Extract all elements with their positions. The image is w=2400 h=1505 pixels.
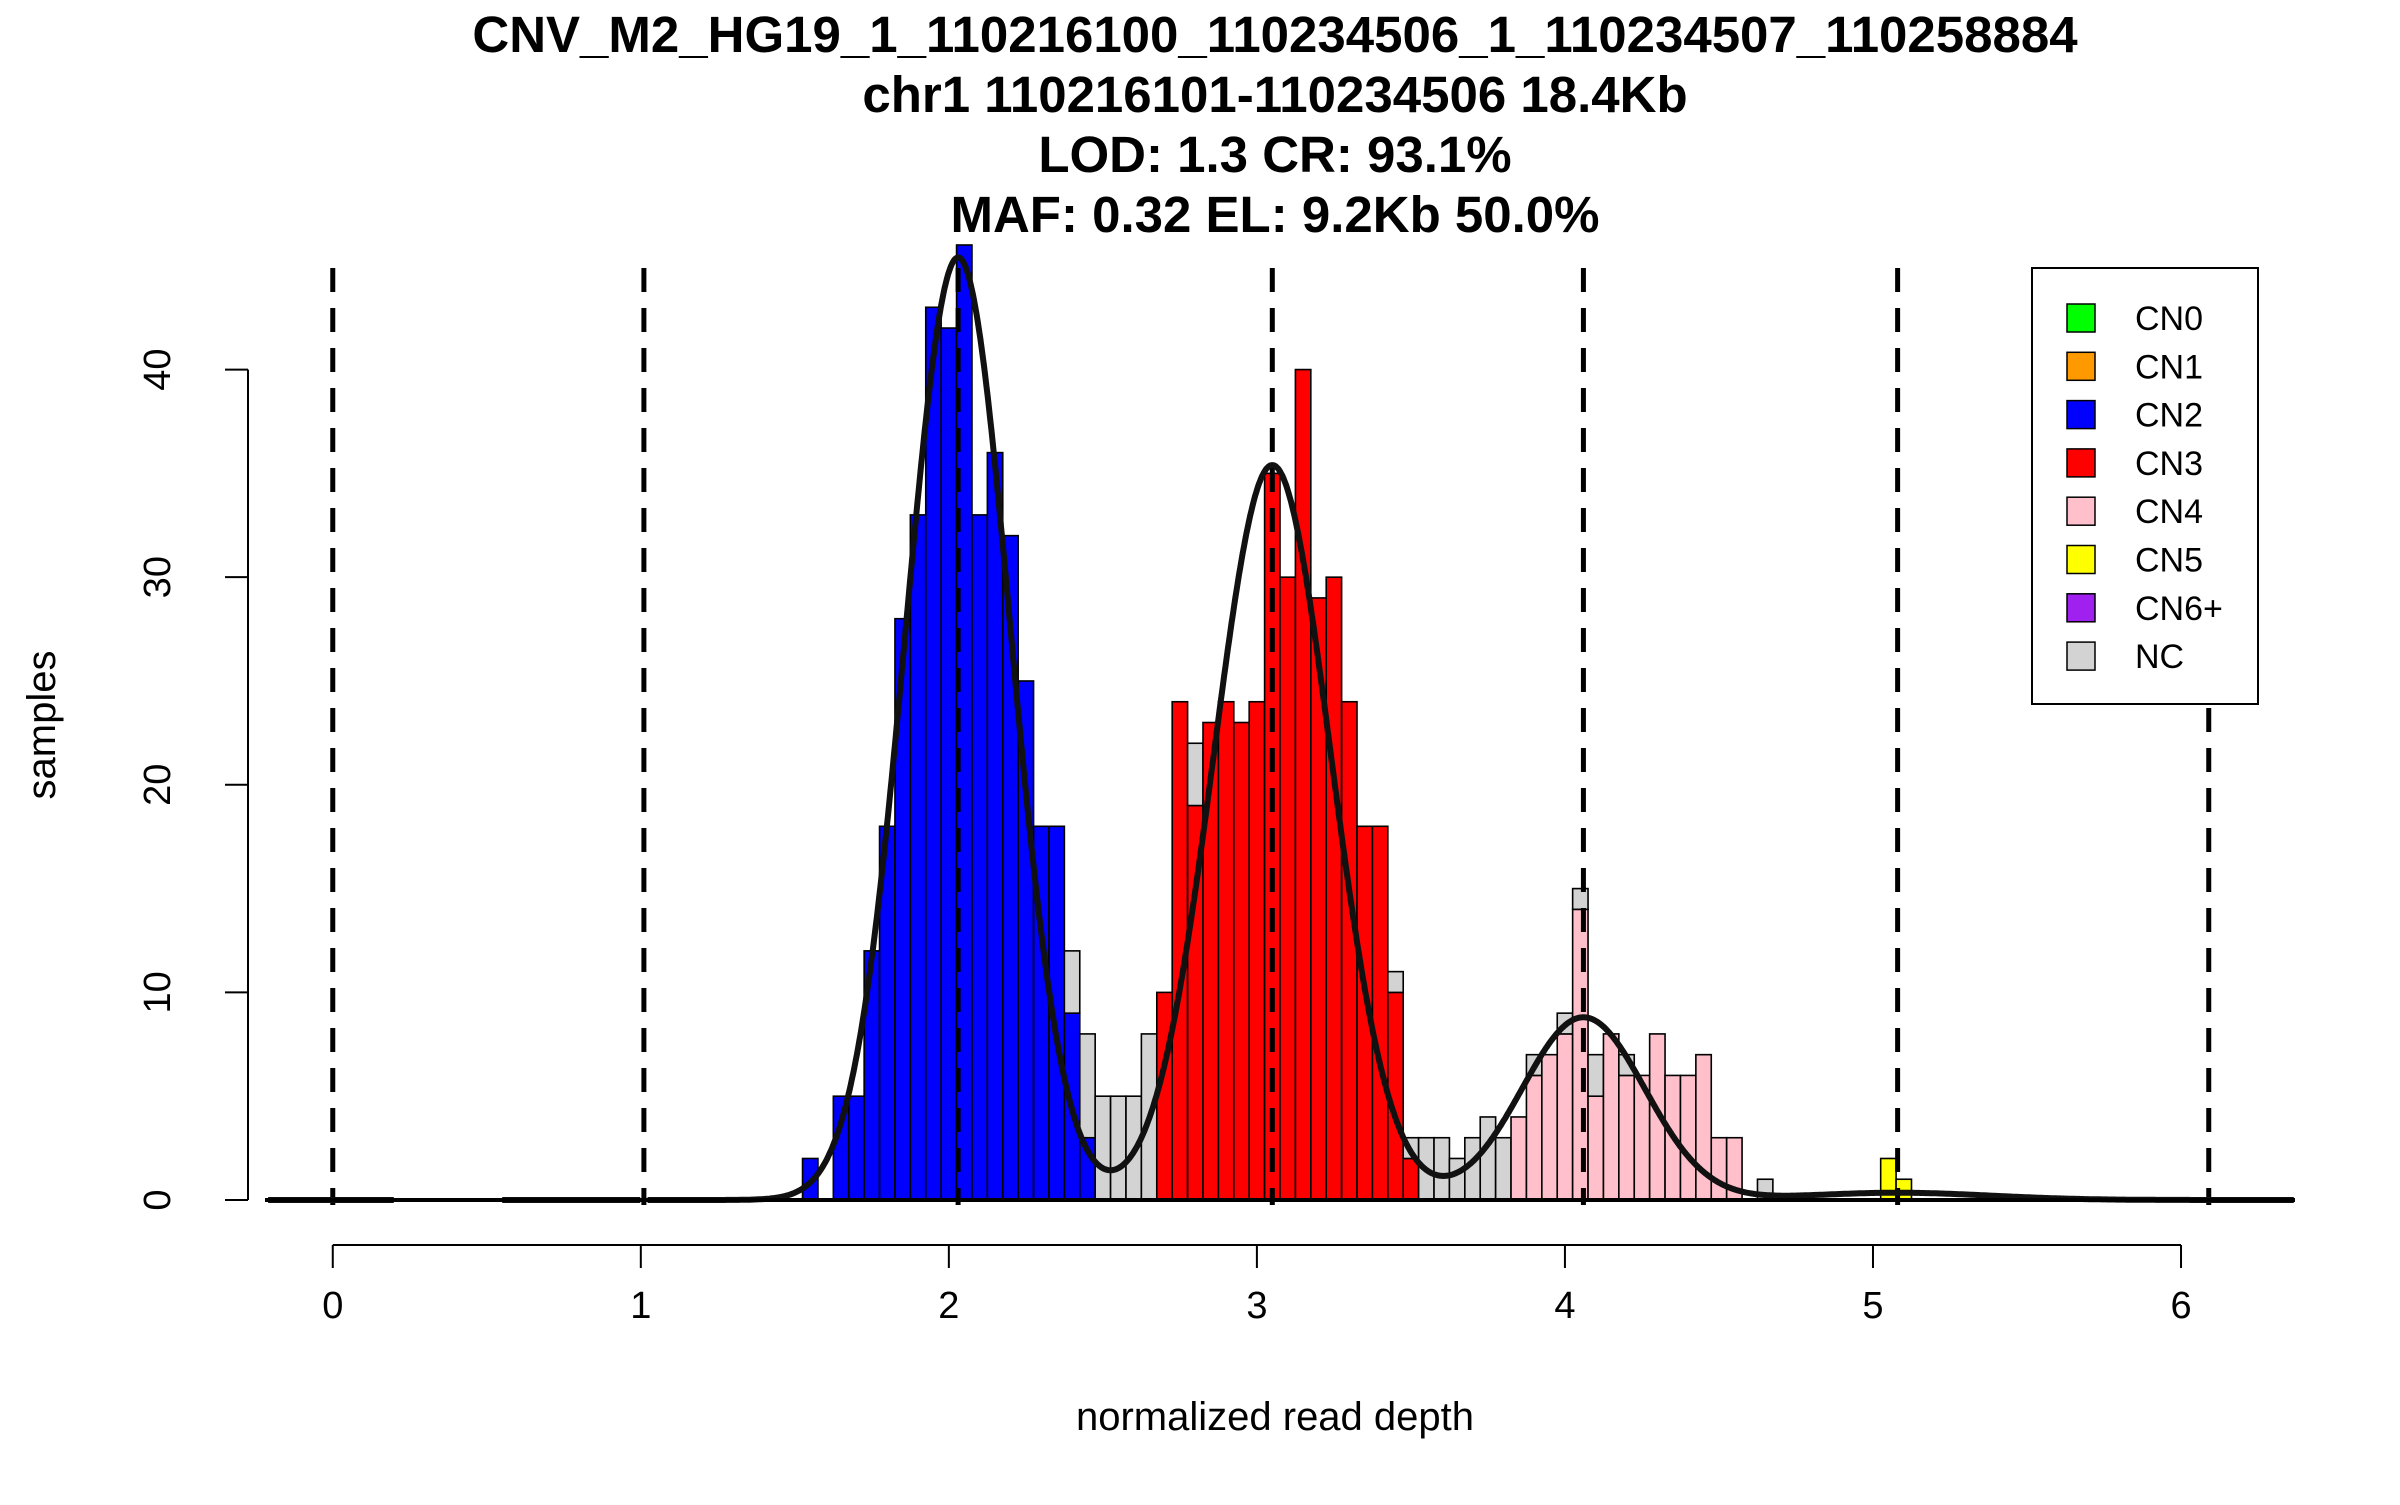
legend-swatch-cn2	[2066, 399, 2096, 430]
title-line-2: chr1 110216101-110234506 18.4Kb	[862, 66, 1687, 123]
legend-swatch-cn4	[2066, 496, 2096, 526]
legend-swatch-cn1	[2066, 351, 2096, 382]
legend-swatch-cn5	[2066, 544, 2096, 575]
legend-swatch-cn3	[2066, 448, 2096, 478]
histogram-bar-cn3	[1248, 700, 1266, 1201]
histogram-bar-cn2	[971, 514, 989, 1201]
legend-swatch-cn0	[2066, 303, 2096, 333]
histogram-bar-nc	[1479, 1116, 1497, 1201]
legend-label-cn1: CN1	[2135, 348, 2203, 386]
histogram-bar-nc	[1063, 950, 1081, 1014]
x-tick-label: 1	[630, 1285, 651, 1327]
x-tick-label: 5	[1862, 1285, 1883, 1327]
histogram-bar-cn4	[1602, 1033, 1620, 1201]
histogram-bar-cn3	[1325, 576, 1343, 1201]
histogram-bar-cn2	[847, 1095, 865, 1201]
x-tick-label: 4	[1554, 1285, 1575, 1327]
legend-label-cn2: CN2	[2135, 397, 2203, 435]
y-tick-label: 20	[137, 764, 179, 806]
histogram-bar-cn4	[1541, 1053, 1559, 1201]
histogram-bar-cn2	[940, 327, 958, 1201]
histogram-bar-cn2	[924, 306, 942, 1201]
legend: CN0 CN1 CN2 CN3 CN4 CN5 CN6+ NC	[2031, 267, 2259, 705]
histogram-bar-cn4	[1556, 1033, 1574, 1201]
x-tick-label: 0	[322, 1285, 343, 1327]
histogram-bar-nc	[1387, 970, 1405, 994]
y-tick-label: 30	[137, 556, 179, 598]
histogram-bar-nc	[1571, 887, 1589, 911]
legend-label-cn0: CN0	[2135, 300, 2203, 338]
x-tick-label: 6	[2170, 1285, 2191, 1327]
histogram-bar-cn2	[986, 451, 1004, 1201]
fit-curve-segment-2	[645, 254, 2296, 1203]
legend-swatch-cn6plus	[2066, 593, 2096, 623]
histogram-bar-cn4	[1525, 1074, 1543, 1201]
x-tick-label: 2	[938, 1285, 959, 1327]
histogram-bar-cn4	[1510, 1116, 1528, 1201]
histogram-bar-cn3	[1402, 1157, 1420, 1201]
y-tick-label: 10	[137, 971, 179, 1013]
histogram-bar-cn3	[1279, 576, 1297, 1201]
histogram-bar-nc	[1109, 1095, 1127, 1201]
histogram-bar-nc	[1186, 742, 1204, 807]
axes: 0 1 2 3 4 5 6 0 10 20 30 40 normalized read depth sam…	[20, 348, 2295, 1439]
histogram-bar-cn2	[909, 514, 927, 1201]
histogram-bar-nc	[1078, 1033, 1096, 1139]
legend-box	[2031, 267, 2259, 705]
histogram-bar-cn4	[1587, 1095, 1605, 1201]
chart-title: CNV_M2_HG19_1_110216100_110234506_1_1102…	[472, 6, 2078, 243]
histogram-bar-cn4	[1679, 1074, 1697, 1201]
histogram-bar-cn4	[1618, 1074, 1636, 1201]
y-tick-label: 0	[137, 1189, 179, 1210]
legend-label-cn4: CN4	[2135, 493, 2203, 531]
x-tick-label: 3	[1246, 1285, 1267, 1327]
histogram-bar-cn3	[1371, 825, 1389, 1201]
title-line-1: CNV_M2_HG19_1_110216100_110234506_1_1102…	[472, 6, 2078, 63]
copy-number-boundaries	[330, 268, 2212, 1205]
histogram-bar-nc	[1094, 1095, 1112, 1201]
histogram-bar-nc	[1587, 1053, 1605, 1097]
title-line-3: LOD: 1.3 CR: 93.1%	[1038, 126, 1511, 183]
histogram-bar-cn3	[1232, 721, 1250, 1201]
title-line-4: MAF: 0.32 EL: 9.2Kb 50.0%	[950, 186, 1599, 243]
x-axis-label: normalized read depth	[1076, 1395, 1474, 1439]
histogram-bars	[801, 244, 1913, 1201]
y-axis-label: samples	[20, 651, 64, 800]
legend-label-cn3: CN3	[2135, 445, 2203, 483]
legend-label-nc: NC	[2135, 638, 2184, 676]
histogram-bar-nc	[1433, 1136, 1451, 1201]
histogram-bar-cn3	[1217, 700, 1235, 1201]
legend-label-cn5: CN5	[2135, 542, 2203, 580]
histogram-bar-cn4	[1710, 1136, 1728, 1201]
legend-label-cn6plus: CN6+	[2135, 590, 2223, 628]
histogram-bar-nc	[1494, 1136, 1512, 1201]
histogram-bar-nc	[1448, 1157, 1466, 1201]
legend-swatch-nc	[2066, 641, 2096, 671]
y-tick-label: 40	[137, 348, 179, 390]
histogram-bar-cn3	[1294, 368, 1312, 1201]
histogram-bar-cn3	[1340, 700, 1358, 1201]
